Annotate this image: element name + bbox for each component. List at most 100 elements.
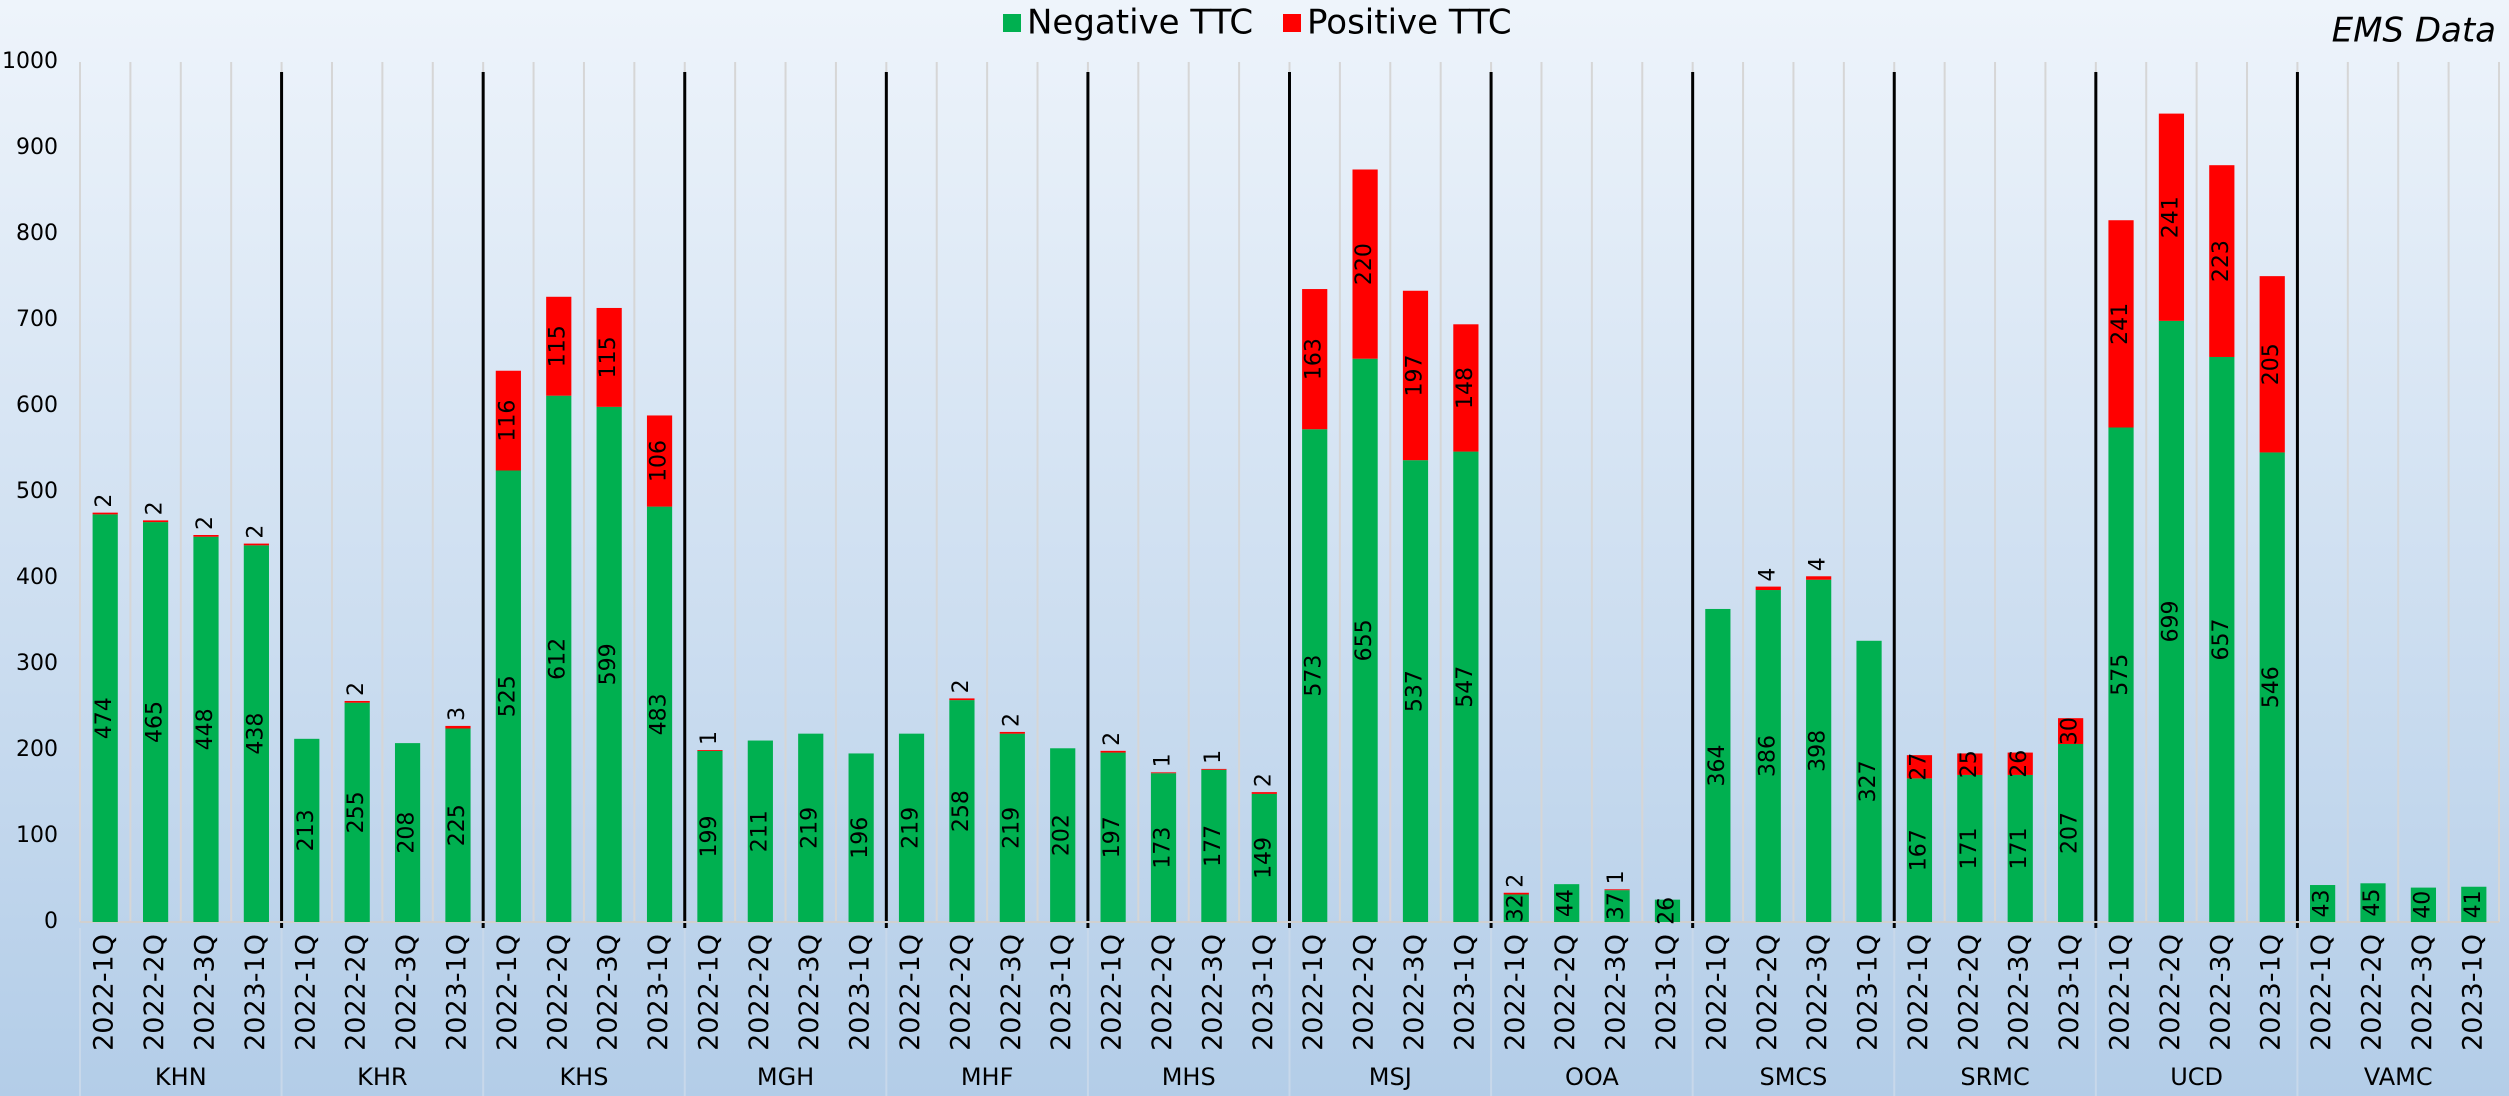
y-tick-label: 0 bbox=[44, 909, 58, 934]
data-label: 546 bbox=[2259, 666, 2284, 708]
legend-swatch bbox=[1003, 14, 1021, 32]
data-label: 612 bbox=[546, 638, 571, 680]
data-label: 255 bbox=[344, 791, 369, 833]
data-label: 149 bbox=[1251, 837, 1276, 879]
data-label: 2 bbox=[1100, 732, 1125, 746]
bar-segment bbox=[294, 738, 320, 922]
bar-segment bbox=[2259, 276, 2285, 453]
bar-segment bbox=[1957, 774, 1983, 922]
x-tick-label: 2022-2Q bbox=[542, 934, 573, 1051]
data-label: 448 bbox=[193, 708, 218, 750]
y-tick-label: 700 bbox=[16, 307, 58, 332]
bar-segment bbox=[1453, 451, 1479, 922]
data-label: 225 bbox=[445, 804, 470, 846]
bar-segment bbox=[1302, 289, 1328, 430]
bar-segment bbox=[1806, 576, 1832, 580]
y-tick-label: 800 bbox=[16, 221, 58, 246]
data-label: 207 bbox=[2058, 812, 2083, 854]
group-label: UCD bbox=[2170, 1063, 2223, 1091]
data-label: 219 bbox=[798, 807, 823, 849]
bar-segment bbox=[445, 728, 471, 922]
x-tick-label: 2022-2Q bbox=[1953, 934, 1984, 1051]
bar-segment bbox=[1654, 899, 1681, 922]
bar-segment bbox=[1604, 889, 1630, 891]
x-tick-label: 2022-3Q bbox=[1197, 934, 1228, 1051]
x-tick-label: 2022-3Q bbox=[2407, 934, 2438, 1051]
x-tick-label: 2022-1Q bbox=[1298, 934, 1329, 1051]
legend-swatch bbox=[1283, 14, 1301, 32]
y-tick-label: 1000 bbox=[2, 49, 58, 74]
x-tick-label: 2022-3Q bbox=[2004, 934, 2035, 1051]
bar-segment bbox=[1352, 358, 1378, 922]
x-tick-label: 2022-3Q bbox=[593, 934, 624, 1051]
bar-segment bbox=[1856, 640, 1882, 922]
data-label: 1 bbox=[1151, 753, 1176, 767]
x-tick-label: 2022-1Q bbox=[89, 934, 120, 1051]
group-label: SMCS bbox=[1759, 1063, 1827, 1091]
data-label: 483 bbox=[647, 693, 672, 735]
x-tick-label: 2023-1Q bbox=[1449, 934, 1480, 1051]
x-tick-label: 2022-3Q bbox=[189, 934, 220, 1051]
data-label: 364 bbox=[1705, 744, 1730, 786]
bar-segment bbox=[1906, 778, 1933, 922]
bar-segment bbox=[2209, 356, 2235, 923]
bar-segment bbox=[2259, 452, 2285, 922]
data-label: 25 bbox=[1957, 750, 1982, 778]
data-label: 26 bbox=[2007, 750, 2032, 778]
data-label: 573 bbox=[1302, 655, 1327, 697]
data-label: 171 bbox=[1957, 827, 1982, 869]
bar-segment bbox=[2461, 886, 2487, 922]
bar-segment bbox=[898, 733, 925, 922]
data-label: 547 bbox=[1453, 666, 1478, 708]
bar-segment bbox=[1402, 290, 1429, 461]
data-label: 4 bbox=[1806, 557, 1831, 571]
bar-segment bbox=[2310, 885, 2336, 922]
data-label: 1 bbox=[1201, 750, 1226, 764]
data-label: 41 bbox=[2461, 890, 2486, 918]
bar-segment bbox=[1302, 429, 1328, 922]
bar-segment bbox=[2360, 883, 2386, 922]
data-label: 241 bbox=[2108, 303, 2133, 345]
group-label: KHN bbox=[155, 1063, 207, 1091]
bar-segment bbox=[243, 545, 269, 922]
bar-segment bbox=[697, 750, 723, 751]
bar-segment bbox=[2007, 752, 2033, 775]
x-tick-label: 2023-1Q bbox=[643, 934, 674, 1051]
data-label: 219 bbox=[999, 807, 1024, 849]
bar-segment bbox=[646, 506, 673, 922]
bar-segment bbox=[1050, 748, 1076, 922]
bar-segment bbox=[848, 753, 874, 922]
bar-segment bbox=[1352, 169, 1378, 359]
data-label: 199 bbox=[697, 815, 722, 857]
x-tick-label: 2023-1Q bbox=[441, 934, 472, 1051]
x-tick-label: 2023-1Q bbox=[1046, 934, 1077, 1051]
data-label: 599 bbox=[596, 643, 621, 685]
y-tick-label: 300 bbox=[16, 651, 58, 676]
chart-title: EMS Data bbox=[2332, 11, 2496, 51]
data-label: 219 bbox=[899, 807, 924, 849]
bar-segment bbox=[596, 406, 622, 922]
data-label: 43 bbox=[2310, 890, 2335, 918]
group-label: MHF bbox=[961, 1063, 1014, 1091]
data-label: 196 bbox=[848, 817, 873, 859]
group-label: OOA bbox=[1565, 1063, 1619, 1091]
y-tick-label: 100 bbox=[16, 823, 58, 848]
data-label: 3 bbox=[445, 707, 470, 721]
x-tick-label: 2022-3Q bbox=[1802, 934, 1833, 1051]
bar-segment bbox=[1251, 792, 1277, 794]
x-tick-label: 2022-3Q bbox=[1601, 934, 1632, 1051]
data-label: 40 bbox=[2410, 891, 2435, 919]
x-tick-label: 2022-1Q bbox=[290, 934, 321, 1051]
bar-segment bbox=[142, 520, 169, 523]
bar-segment bbox=[1755, 590, 1781, 922]
data-label: 1 bbox=[697, 731, 722, 745]
data-label: 2 bbox=[949, 679, 974, 693]
bar-segment bbox=[193, 535, 219, 537]
data-label: 173 bbox=[1151, 827, 1176, 869]
group-label: SRMC bbox=[1960, 1063, 2029, 1091]
x-tick-label: 2023-1Q bbox=[2457, 934, 2488, 1051]
bar-segment bbox=[546, 395, 572, 922]
x-tick-label: 2023-1Q bbox=[845, 934, 876, 1051]
bar-segment bbox=[747, 740, 773, 922]
bar-segment bbox=[2158, 113, 2185, 321]
